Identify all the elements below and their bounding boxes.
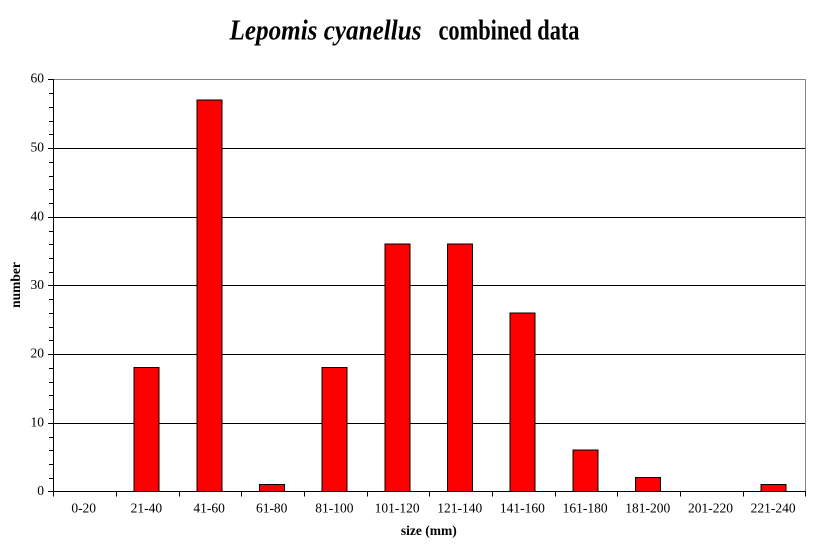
svg-text:41-60: 41-60 — [193, 501, 225, 516]
svg-text:101-120: 101-120 — [375, 501, 420, 516]
svg-text:161-180: 161-180 — [563, 501, 608, 516]
svg-text:61-80: 61-80 — [256, 501, 288, 516]
svg-text:50: 50 — [31, 140, 45, 155]
svg-text:21-40: 21-40 — [131, 501, 163, 516]
svg-text:0: 0 — [37, 483, 44, 498]
svg-text:Lepomis cyanellus: Lepomis cyanellus — [229, 16, 422, 47]
svg-text:181-200: 181-200 — [625, 501, 670, 516]
svg-text:221-240: 221-240 — [751, 501, 796, 516]
svg-text:combined data: combined data — [439, 16, 580, 47]
svg-text:201-220: 201-220 — [688, 501, 733, 516]
svg-text:40: 40 — [31, 209, 45, 224]
svg-text:size (mm): size (mm) — [401, 523, 457, 538]
svg-text:30: 30 — [31, 277, 45, 292]
svg-text:60: 60 — [31, 71, 45, 86]
svg-text:20: 20 — [31, 346, 45, 361]
svg-text:10: 10 — [31, 415, 45, 430]
svg-text:141-160: 141-160 — [500, 501, 545, 516]
svg-text:121-140: 121-140 — [437, 501, 482, 516]
svg-text:81-100: 81-100 — [315, 501, 353, 516]
svg-text:number: number — [8, 262, 23, 308]
svg-text:0-20: 0-20 — [71, 501, 96, 516]
